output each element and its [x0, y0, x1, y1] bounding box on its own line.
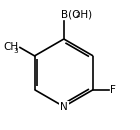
Text: N: N — [60, 102, 68, 112]
Text: CH: CH — [4, 43, 19, 52]
Text: B(OH): B(OH) — [61, 9, 92, 20]
Text: $_3$: $_3$ — [13, 46, 19, 56]
Text: $_2$: $_2$ — [75, 10, 81, 20]
Text: F: F — [110, 85, 116, 95]
